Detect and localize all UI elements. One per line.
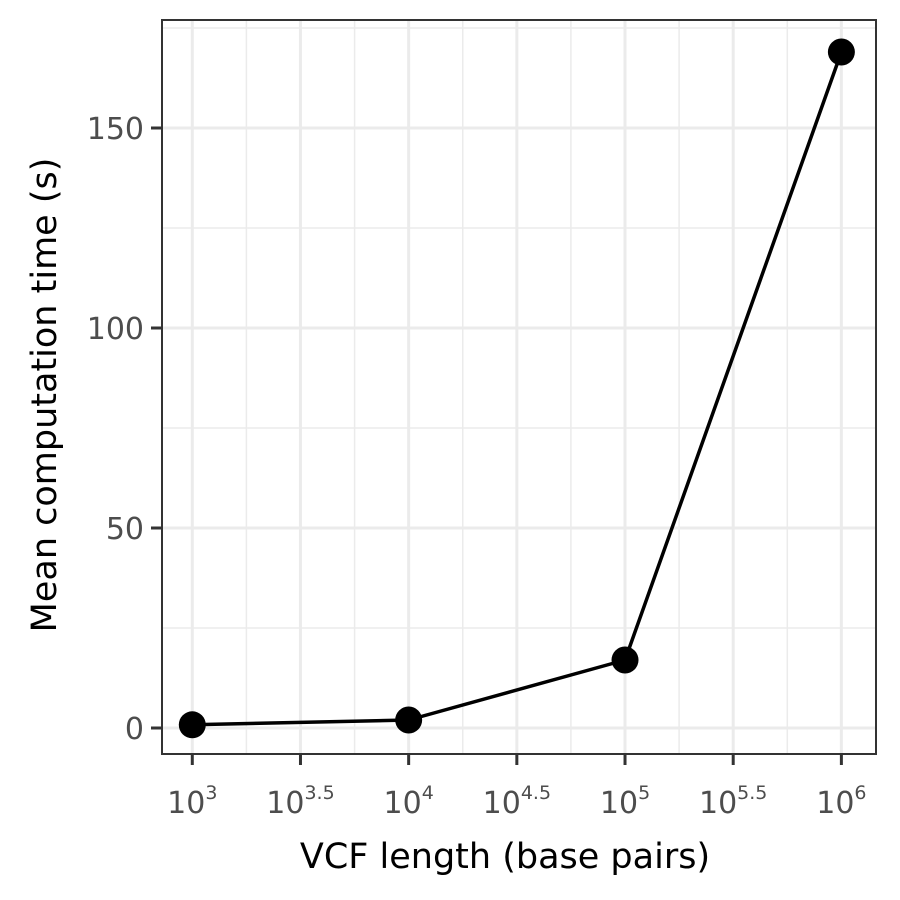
x-tick-label-exponent: 4 — [422, 782, 434, 804]
series-line — [192, 51, 844, 727]
x-tick-label: 105 — [600, 782, 650, 821]
x-axis-title: VCF length (base pairs) — [300, 837, 710, 877]
series-layer — [178, 38, 855, 739]
x-tick-label: 103 — [167, 782, 217, 821]
axis-ticks — [151, 126, 843, 765]
x-tick-label-exponent: 4.5 — [521, 782, 551, 804]
data-point — [178, 711, 206, 739]
x-tick-label-exponent: 6 — [854, 782, 866, 804]
data-point — [611, 646, 639, 674]
x-tick-label-base: 10 — [483, 786, 521, 821]
x-tick-label: 103.5 — [266, 782, 334, 821]
x-tick-label-exponent: 3 — [205, 782, 217, 804]
y-tick-label: 150 — [87, 112, 144, 147]
x-tick-label-base: 10 — [699, 786, 737, 821]
x-tick-label-base: 10 — [816, 786, 854, 821]
y-tick-label: 0 — [125, 712, 144, 747]
x-tick-label: 105.5 — [699, 782, 767, 821]
x-tick-label-base: 10 — [167, 786, 205, 821]
grid-major — [162, 20, 876, 754]
panel-border — [161, 19, 877, 755]
grid-minor — [162, 20, 876, 754]
x-tick-label-exponent: 5 — [638, 782, 650, 804]
x-tick-label-base: 10 — [600, 786, 638, 821]
y-tick-label: 100 — [87, 312, 144, 347]
y-tick-labels: 0 50 100 150 — [87, 112, 144, 747]
x-tick-label: 106 — [816, 782, 866, 821]
x-tick-label-base: 10 — [384, 786, 422, 821]
x-tick-label-exponent: 5.5 — [737, 782, 767, 804]
y-tick-label: 50 — [106, 512, 144, 547]
x-tick-labels: 103 103.5 104 104.5 105 105.5 106 — [167, 782, 866, 821]
x-tick-label-base: 10 — [266, 786, 304, 821]
x-tick-label: 104.5 — [483, 782, 551, 821]
data-point — [395, 706, 423, 734]
x-tick-label-exponent: 3.5 — [304, 782, 334, 804]
y-axis-title: Mean computation time (s) — [25, 158, 65, 633]
x-tick-label: 104 — [384, 782, 434, 821]
data-point — [827, 38, 855, 66]
